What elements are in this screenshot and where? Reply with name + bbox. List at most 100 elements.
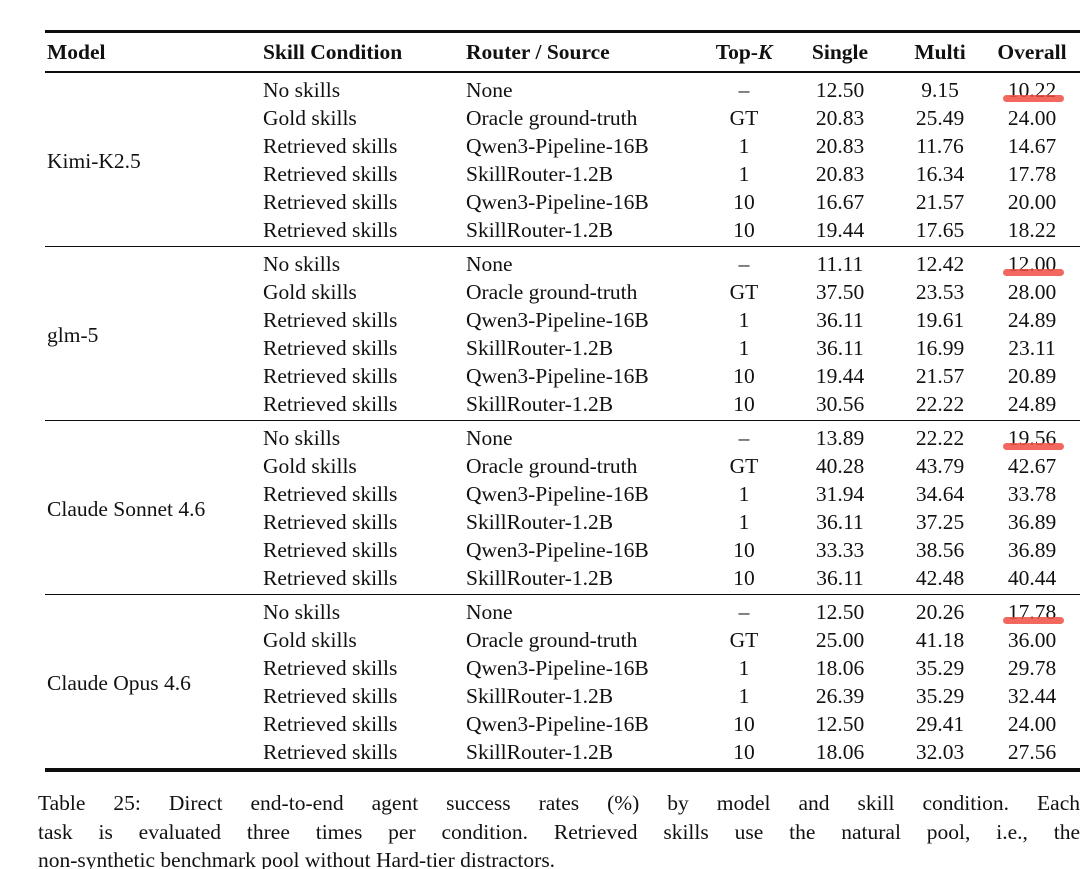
cell-skill-condition: Retrieved skills (263, 308, 398, 332)
cell-single: 40.28 (815, 454, 865, 478)
cell-overall: 17.78 (984, 160, 1080, 188)
overall-value: 32.44 (1007, 684, 1057, 708)
cell-single: 13.89 (815, 426, 865, 450)
cell-multi: 35.29 (915, 684, 965, 708)
overall-value: 17.78 (1007, 162, 1057, 186)
cell-router-source: Qwen3-Pipeline-16B (466, 364, 649, 388)
cell-skill-condition: No skills (263, 600, 341, 624)
cell-top-k: 10 (733, 392, 755, 416)
header-single: Single (811, 40, 869, 64)
cell-router-source: None (466, 600, 513, 624)
cell-router-source: Qwen3-Pipeline-16B (466, 482, 649, 506)
table-row: Retrieved skills SkillRouter-1.2B 1 36.11 16… (45, 334, 1080, 362)
cell-multi: 11.76 (916, 134, 964, 158)
cell-top-k: – (738, 600, 750, 624)
overall-value: 36.89 (1007, 510, 1057, 534)
table-row: Retrieved skills Qwen3-Pipeline-16B 1 18.06… (45, 654, 1080, 682)
cell-single: 26.39 (815, 684, 865, 708)
table-row: Retrieved skills Qwen3-Pipeline-16B 10 16.6… (45, 188, 1080, 216)
overall-value: 33.78 (1007, 482, 1057, 506)
cell-single: 19.44 (815, 364, 865, 388)
overall-value: 24.89 (1007, 308, 1057, 332)
cell-overall: 27.56 (984, 738, 1080, 770)
table-row: Retrieved skills SkillRouter-1.2B 10 36.11 4… (45, 564, 1080, 595)
overall-value-highlighted: 10.22 (1002, 78, 1065, 102)
cell-single: 30.56 (815, 392, 865, 416)
cell-multi: 20.26 (915, 600, 965, 624)
cell-top-k: 1 (738, 656, 750, 680)
model-group: Claude Opus 4.6 No skills None – 12.50 20.26 1… (45, 595, 1080, 770)
cell-skill-condition: Retrieved skills (263, 538, 398, 562)
cell-skill-condition: Retrieved skills (263, 392, 398, 416)
cell-multi: 38.56 (915, 538, 965, 562)
cell-skill-condition: No skills (263, 426, 341, 450)
table-row: Gold skills Oracle ground-truth GT 25.00 41.… (45, 626, 1080, 654)
cell-overall: 28.00 (984, 278, 1080, 306)
table-row: Retrieved skills Qwen3-Pipeline-16B 10 12.5… (45, 710, 1080, 738)
cell-top-k: – (738, 426, 750, 450)
overall-value: 24.00 (1007, 712, 1057, 736)
table-row: Retrieved skills SkillRouter-1.2B 1 26.39 35… (45, 682, 1080, 710)
cell-overall: 40.44 (984, 564, 1080, 595)
cell-router-source: None (466, 252, 513, 276)
table-row: Retrieved skills SkillRouter-1.2B 10 18.06 3… (45, 738, 1080, 770)
table-row: Retrieved skills Qwen3-Pipeline-16B 1 36.11… (45, 306, 1080, 334)
cell-top-k: – (738, 252, 750, 276)
header-overall: Overall (997, 40, 1067, 64)
table-row: Retrieved skills SkillRouter-1.2B 1 36.11 37… (45, 508, 1080, 536)
table-header: Model Skill Condition Router / Source To… (45, 31, 1080, 72)
cell-top-k: 10 (733, 218, 755, 242)
cell-multi: 32.03 (915, 740, 965, 764)
cell-overall: 10.22 (984, 72, 1080, 104)
cell-top-k: 1 (738, 482, 750, 506)
cell-single: 36.11 (816, 308, 864, 332)
cell-skill-condition: No skills (263, 78, 341, 102)
cell-overall: 24.89 (984, 390, 1080, 421)
cell-top-k: 1 (738, 336, 750, 360)
top-k-variable: K (757, 40, 773, 64)
cell-multi: 21.57 (915, 190, 965, 214)
cell-router-source: Oracle ground-truth (466, 454, 638, 478)
cell-overall: 18.22 (984, 216, 1080, 247)
cell-router-source: None (466, 78, 513, 102)
cell-router-source: Qwen3-Pipeline-16B (466, 134, 649, 158)
cell-router-source: Qwen3-Pipeline-16B (466, 538, 649, 562)
cell-overall: 17.78 (984, 595, 1080, 627)
cell-router-source: SkillRouter-1.2B (466, 218, 614, 242)
overall-value: 20.89 (1007, 364, 1057, 388)
cell-single: 12.50 (815, 712, 865, 736)
cell-overall: 36.00 (984, 626, 1080, 654)
cell-skill-condition: Retrieved skills (263, 162, 398, 186)
caption-line-3: non-synthetic benchmark pool without Har… (38, 848, 556, 869)
overall-value: 36.00 (1007, 628, 1057, 652)
cell-top-k: 1 (738, 134, 750, 158)
cell-router-source: Oracle ground-truth (466, 280, 638, 304)
cell-single: 12.50 (815, 78, 865, 102)
overall-value: 20.00 (1007, 190, 1057, 214)
cell-router-source: SkillRouter-1.2B (466, 336, 614, 360)
cell-multi: 22.22 (915, 426, 965, 450)
cell-top-k: – (738, 78, 750, 102)
table-row: Gold skills Oracle ground-truth GT 37.50 23.… (45, 278, 1080, 306)
cell-router-source: Oracle ground-truth (466, 628, 638, 652)
cell-overall: 36.89 (984, 536, 1080, 564)
cell-top-k: 10 (733, 538, 755, 562)
cell-multi: 29.41 (915, 712, 965, 736)
results-table: Model Skill Condition Router / Source To… (45, 30, 1080, 772)
table-row: Retrieved skills SkillRouter-1.2B 10 19.44 1… (45, 216, 1080, 247)
top-k-prefix: Top- (715, 40, 758, 64)
cell-skill-condition: Retrieved skills (263, 482, 398, 506)
cell-router-source: Qwen3-Pipeline-16B (466, 308, 649, 332)
overall-value-highlighted: 17.78 (1002, 600, 1065, 624)
cell-multi: 21.57 (915, 364, 965, 388)
cell-skill-condition: Retrieved skills (263, 190, 398, 214)
header-router-source: Router / Source (466, 40, 610, 64)
cell-single: 36.11 (816, 510, 864, 534)
cell-top-k: 10 (733, 364, 755, 388)
model-group: Kimi-K2.5 No skills None –12.50 9.15 10.22 Gol… (45, 72, 1080, 247)
cell-overall: 33.78 (984, 480, 1080, 508)
cell-top-k: GT (729, 280, 759, 304)
cell-skill-condition: Retrieved skills (263, 218, 398, 242)
overall-value: 14.67 (1007, 134, 1057, 158)
table-row: Retrieved skills Qwen3-Pipeline-16B 1 20.83… (45, 132, 1080, 160)
